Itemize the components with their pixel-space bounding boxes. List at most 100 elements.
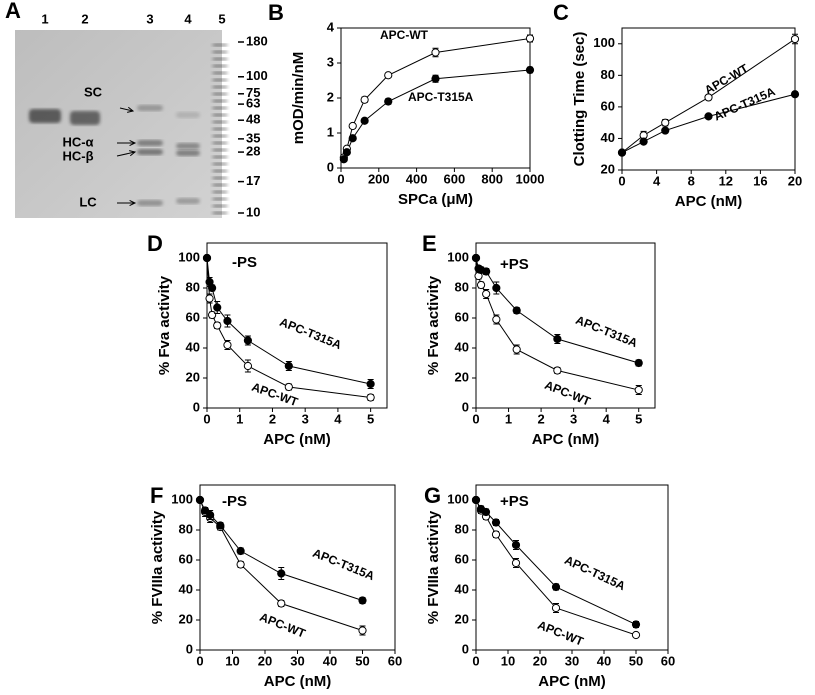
- y-tick-label: 20: [186, 369, 200, 384]
- panel-letter: D: [147, 231, 163, 256]
- y-axis-label: % FVIIIa activity: [425, 510, 442, 624]
- data-point: [384, 97, 393, 106]
- plot-frame: [475, 242, 656, 409]
- gel-band: [212, 204, 228, 208]
- y-axis-label: % Fva activity: [156, 275, 173, 375]
- x-tick-label: 2: [269, 411, 276, 426]
- y-tick-label: 80: [455, 521, 469, 536]
- x-tick-label: 0: [472, 411, 479, 426]
- y-tick-label: 60: [601, 98, 615, 113]
- x-tick-label: 3: [302, 411, 309, 426]
- gel-band: [176, 150, 200, 156]
- y-tick-label: 20: [601, 161, 615, 176]
- marker-label: 28: [246, 144, 260, 159]
- series-label: APC-T315A: [278, 315, 344, 353]
- y-tick-label: 40: [601, 130, 615, 145]
- x-tick-label: 200: [368, 171, 390, 186]
- series-line: [199, 499, 363, 601]
- gel-band: [70, 111, 100, 125]
- y-tick-label: 60: [179, 551, 193, 566]
- marker-label: 75: [246, 85, 260, 100]
- gel-band: [212, 57, 228, 61]
- data-point: [243, 361, 253, 371]
- gel-band: [212, 176, 228, 180]
- data-point: [202, 253, 212, 263]
- data-point: [348, 121, 357, 131]
- data-point: [631, 630, 641, 640]
- marker-label: 17: [246, 173, 260, 188]
- x-tick-label: 40: [597, 653, 611, 668]
- data-point: [551, 603, 561, 613]
- gel-band: [212, 120, 228, 124]
- band-label: LC: [79, 194, 97, 209]
- data-point: [366, 393, 375, 402]
- x-tick-label: 50: [355, 653, 369, 668]
- y-axis-label: % Fva activity: [425, 275, 442, 375]
- data-point: [339, 155, 348, 164]
- x-tick-label: 1000: [516, 171, 545, 186]
- lane-label: 2: [81, 11, 88, 26]
- y-tick-label: 100: [447, 249, 469, 264]
- data-point: [366, 379, 375, 389]
- data-point: [236, 546, 245, 556]
- x-tick-label: 12: [719, 173, 733, 188]
- data-point: [360, 95, 369, 104]
- data-point: [213, 303, 222, 312]
- series-label: APC-WT: [536, 618, 586, 649]
- series-label: APC-WT: [380, 28, 429, 42]
- x-tick-label: 30: [565, 653, 579, 668]
- data-point: [223, 316, 232, 326]
- y-axis-label: % FVIIIa activity: [149, 510, 166, 624]
- x-tick-label: 60: [661, 653, 675, 668]
- y-tick-label: 100: [593, 35, 615, 50]
- marker-label: 10: [246, 204, 260, 219]
- gel-band: [212, 64, 228, 68]
- series-label: APC-WT: [258, 610, 308, 641]
- data-point: [512, 306, 521, 315]
- data-point: [360, 116, 369, 125]
- marker-label: 63: [246, 96, 260, 111]
- y-tick-label: 80: [601, 67, 615, 82]
- gel-band: [176, 143, 200, 149]
- data-point: [553, 334, 562, 344]
- x-tick-label: 20: [788, 173, 802, 188]
- data-point: [216, 521, 225, 530]
- arrow-head: [127, 106, 135, 113]
- y-tick-label: 100: [178, 249, 200, 264]
- gel-band: [212, 92, 228, 96]
- gel-band: [176, 112, 200, 118]
- y-tick-label: 0: [327, 159, 334, 174]
- data-point: [511, 540, 521, 550]
- series-line: [475, 257, 639, 364]
- data-point: [243, 336, 253, 345]
- arrow-head: [129, 199, 137, 207]
- x-axis-label: APC (nM): [263, 431, 331, 448]
- data-point: [790, 90, 800, 99]
- x-tick-label: 20: [258, 653, 272, 668]
- x-tick-label: 400: [406, 171, 428, 186]
- x-tick-label: 1: [505, 411, 512, 426]
- gel-band: [212, 162, 228, 166]
- plot-frame: [621, 27, 796, 171]
- y-tick-label: 4: [327, 19, 335, 34]
- x-tick-label: 4: [603, 411, 611, 426]
- data-point: [206, 510, 215, 520]
- gel-band: [212, 183, 228, 187]
- gel-band: [212, 106, 228, 110]
- condition-label: +PS: [500, 493, 529, 510]
- band-label: HC-α: [62, 134, 93, 149]
- x-tick-label: 60: [388, 653, 402, 668]
- gel-band: [212, 141, 228, 145]
- x-axis-label: APC (nM): [532, 431, 600, 448]
- arrow-head: [129, 139, 137, 147]
- series-line: [475, 499, 637, 636]
- panel-letter: B: [268, 0, 284, 25]
- lane-label: 4: [184, 11, 192, 26]
- series-label: APC-T315A: [562, 553, 627, 593]
- y-tick-label: 60: [455, 551, 469, 566]
- data-point: [431, 48, 440, 57]
- gel-band: [212, 134, 228, 138]
- x-tick-label: 600: [444, 171, 466, 186]
- y-axis-label: mOD/min/nM: [290, 52, 307, 145]
